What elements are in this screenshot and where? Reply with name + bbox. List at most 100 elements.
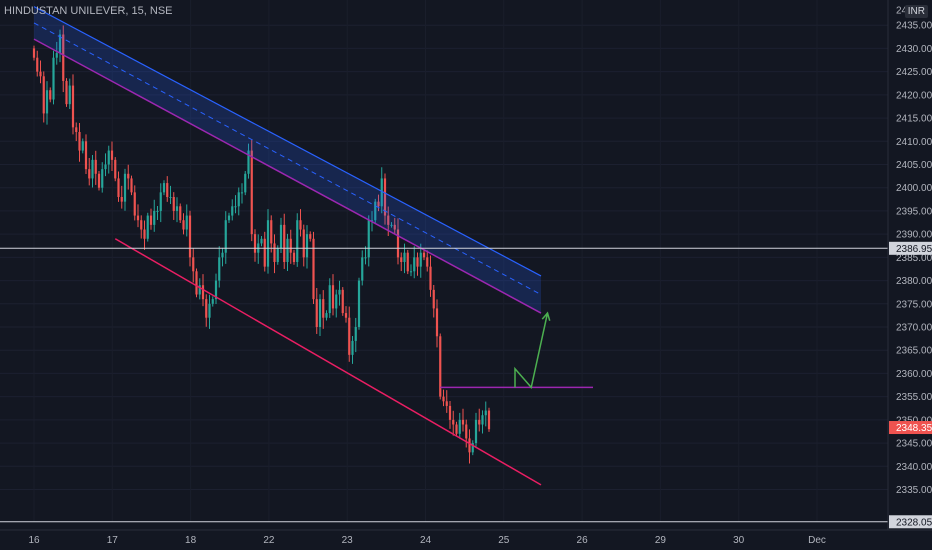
candle-body[interactable]: [468, 438, 471, 453]
candle-body[interactable]: [325, 313, 328, 318]
candle-body[interactable]: [36, 57, 39, 72]
candle-body[interactable]: [383, 178, 387, 216]
candle-body[interactable]: [302, 229, 305, 258]
candle-body[interactable]: [81, 141, 84, 151]
candle-body[interactable]: [52, 57, 55, 100]
candle-body[interactable]: [42, 76, 45, 114]
candle-body[interactable]: [32, 48, 36, 58]
candle-body[interactable]: [344, 313, 348, 318]
candle-body[interactable]: [270, 220, 273, 244]
candle-body[interactable]: [136, 215, 140, 221]
candle-body[interactable]: [299, 220, 302, 230]
candle-body[interactable]: [65, 80, 68, 105]
channel-lower-line[interactable]: [33, 38, 542, 314]
candle-body[interactable]: [62, 34, 65, 81]
candle-body[interactable]: [445, 401, 448, 406]
candle-body[interactable]: [162, 183, 166, 193]
candle-body[interactable]: [240, 192, 244, 194]
candle-body[interactable]: [195, 271, 198, 295]
candle-body[interactable]: [117, 178, 120, 197]
candle-body[interactable]: [390, 224, 393, 226]
candle-body[interactable]: [292, 252, 296, 262]
candle-body[interactable]: [370, 220, 374, 222]
candle-body[interactable]: [94, 159, 97, 174]
candle-body[interactable]: [357, 280, 361, 327]
candle-body[interactable]: [364, 257, 367, 259]
candle-body[interactable]: [185, 215, 188, 230]
candle-body[interactable]: [341, 289, 344, 314]
candle-body[interactable]: [400, 257, 403, 262]
candle-body[interactable]: [39, 71, 42, 77]
candle-body[interactable]: [283, 224, 286, 262]
candle-body[interactable]: [348, 317, 351, 355]
channel-upper-line[interactable]: [33, 6, 542, 277]
candle-body[interactable]: [205, 299, 208, 318]
candle-body[interactable]: [413, 257, 416, 272]
candle-body[interactable]: [172, 197, 175, 211]
support-trend-line[interactable]: [114, 238, 542, 486]
candle-body[interactable]: [471, 443, 474, 453]
candle-body[interactable]: [354, 327, 357, 341]
candle-body[interactable]: [201, 285, 205, 300]
candle-body[interactable]: [474, 419, 478, 444]
candle-body[interactable]: [279, 224, 283, 249]
candle-body[interactable]: [153, 210, 156, 225]
candle-body[interactable]: [338, 289, 341, 295]
candle-body[interactable]: [49, 90, 52, 100]
candle-body[interactable]: [58, 34, 62, 54]
candle-body[interactable]: [442, 396, 445, 402]
candle-body[interactable]: [123, 173, 127, 202]
candle-body[interactable]: [175, 206, 179, 211]
candle-body[interactable]: [416, 257, 419, 267]
candle-body[interactable]: [97, 173, 101, 188]
candle-body[interactable]: [146, 215, 149, 239]
candle-body[interactable]: [45, 90, 49, 114]
channel-fill[interactable]: [34, 6, 541, 314]
candle-body[interactable]: [78, 132, 81, 151]
candle-body[interactable]: [244, 173, 247, 193]
symbol-title[interactable]: HINDUSTAN UNILEVER, 15, NSE: [4, 5, 173, 17]
candle-body[interactable]: [331, 285, 335, 309]
candle-body[interactable]: [192, 257, 195, 272]
candle-body[interactable]: [380, 178, 383, 207]
candle-body[interactable]: [484, 410, 487, 416]
candle-body[interactable]: [149, 215, 153, 225]
candle-body[interactable]: [305, 234, 309, 258]
candle-body[interactable]: [237, 192, 240, 207]
candle-body[interactable]: [481, 415, 484, 425]
candle-body[interactable]: [127, 173, 130, 179]
candle-body[interactable]: [224, 220, 227, 253]
currency-label[interactable]: INR: [904, 5, 928, 18]
candle-body[interactable]: [71, 85, 75, 128]
candle-body[interactable]: [458, 419, 461, 434]
candle-body[interactable]: [452, 419, 455, 425]
candle-body[interactable]: [422, 252, 426, 258]
candle-body[interactable]: [214, 280, 218, 300]
candle-body[interactable]: [114, 159, 117, 179]
candle-body[interactable]: [55, 53, 58, 58]
candle-body[interactable]: [104, 164, 107, 170]
candle-body[interactable]: [156, 210, 159, 212]
candle-body[interactable]: [250, 150, 253, 235]
candle-body[interactable]: [253, 234, 257, 253]
candle-body[interactable]: [263, 238, 266, 267]
candle-body[interactable]: [309, 234, 312, 239]
candle-body[interactable]: [188, 215, 192, 258]
candle-body[interactable]: [130, 178, 133, 193]
candle-body[interactable]: [448, 405, 452, 420]
candle-body[interactable]: [328, 285, 331, 314]
candle-body[interactable]: [273, 243, 276, 262]
candle-body[interactable]: [198, 285, 201, 295]
candle-body[interactable]: [179, 206, 182, 221]
candle-body[interactable]: [286, 238, 289, 262]
candle-body[interactable]: [409, 271, 413, 273]
candle-body[interactable]: [374, 201, 377, 221]
candle-body[interactable]: [107, 150, 110, 165]
candle-body[interactable]: [393, 224, 396, 230]
candle-body[interactable]: [318, 299, 322, 327]
candle-body[interactable]: [208, 303, 211, 318]
candle-body[interactable]: [429, 266, 432, 290]
candle-body[interactable]: [110, 150, 114, 160]
candle-body[interactable]: [419, 252, 422, 267]
candle-body[interactable]: [88, 169, 91, 179]
